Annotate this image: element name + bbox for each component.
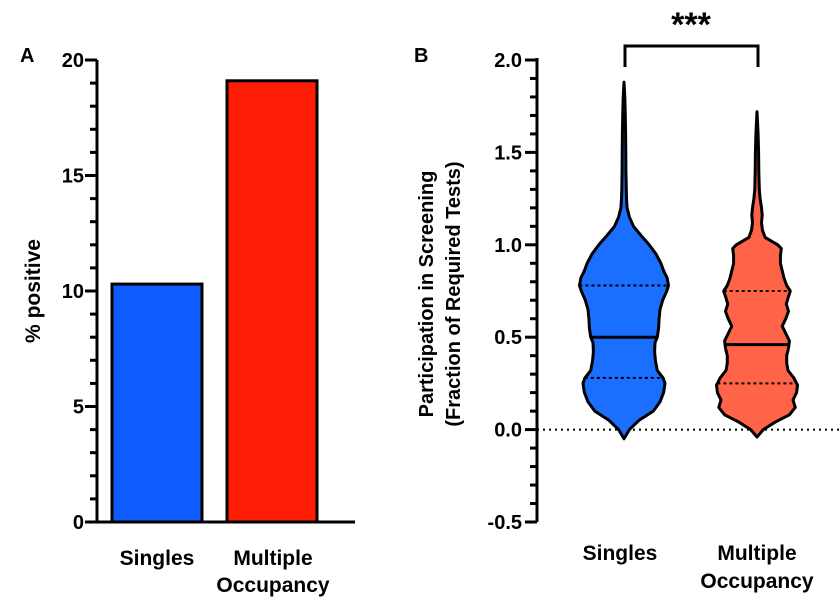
panel-b-y-tick-label: 1.0 <box>494 235 522 257</box>
panel-b-y-tick-label: 0.0 <box>494 420 522 442</box>
panel-b-ylabel-line2: (Fraction of Required Tests) <box>443 161 465 426</box>
panel-b-violins <box>579 82 797 439</box>
panel-a-y-tick-label: 10 <box>62 281 84 303</box>
significance-bracket <box>625 46 758 67</box>
panel-b-y-tick-label: 1.5 <box>494 142 522 164</box>
panel-a-label: A <box>20 45 34 67</box>
panel-a-y-tick-label: 15 <box>62 166 84 188</box>
panel-a-xlabel-singles: Singles <box>120 547 195 570</box>
significance-stars: *** <box>671 6 711 44</box>
violin-singles <box>580 82 669 439</box>
violin-multiple <box>717 112 798 437</box>
panel-b-y-tick-label: -0.5 <box>488 512 522 534</box>
panel-b-significance: *** <box>625 6 758 67</box>
panel-a-xlabel-occupancy: Occupancy <box>216 574 330 597</box>
bar-multiple <box>227 81 317 522</box>
panel-a-y-tick-label: 0 <box>73 512 84 534</box>
panel-b-y-tick-label: 2.0 <box>494 50 522 72</box>
panel-a-ylabel: % positive <box>22 239 45 343</box>
panel-a-ticks: 0 5 10 15 20 <box>62 50 97 534</box>
panel-b: B -0.5 0.0 0.5 1.0 1.5 2.0 *** Participation … <box>414 6 840 593</box>
panel-b-xlabel-multiple: Multiple <box>717 542 796 565</box>
panel-b-label: B <box>414 45 428 67</box>
panel-a: A 0 5 10 15 20 % positive Singles Multiple O… <box>20 45 355 597</box>
panel-b-xlabel-singles: Singles <box>583 542 658 565</box>
bar-singles <box>112 284 202 522</box>
panel-a-y-tick-label: 5 <box>73 397 84 419</box>
panel-b-xlabel-occupancy: Occupancy <box>700 570 814 593</box>
panel-a-y-tick-label: 20 <box>62 50 84 72</box>
panel-b-y-tick-label: 0.5 <box>494 327 522 349</box>
panel-b-ticks: -0.5 0.0 0.5 1.0 1.5 2.0 <box>488 50 537 534</box>
panel-a-bars <box>112 81 317 522</box>
panel-b-ylabel-line1: Participation in Screening <box>416 171 438 418</box>
panel-a-xlabel-multiple: Multiple <box>233 547 312 570</box>
